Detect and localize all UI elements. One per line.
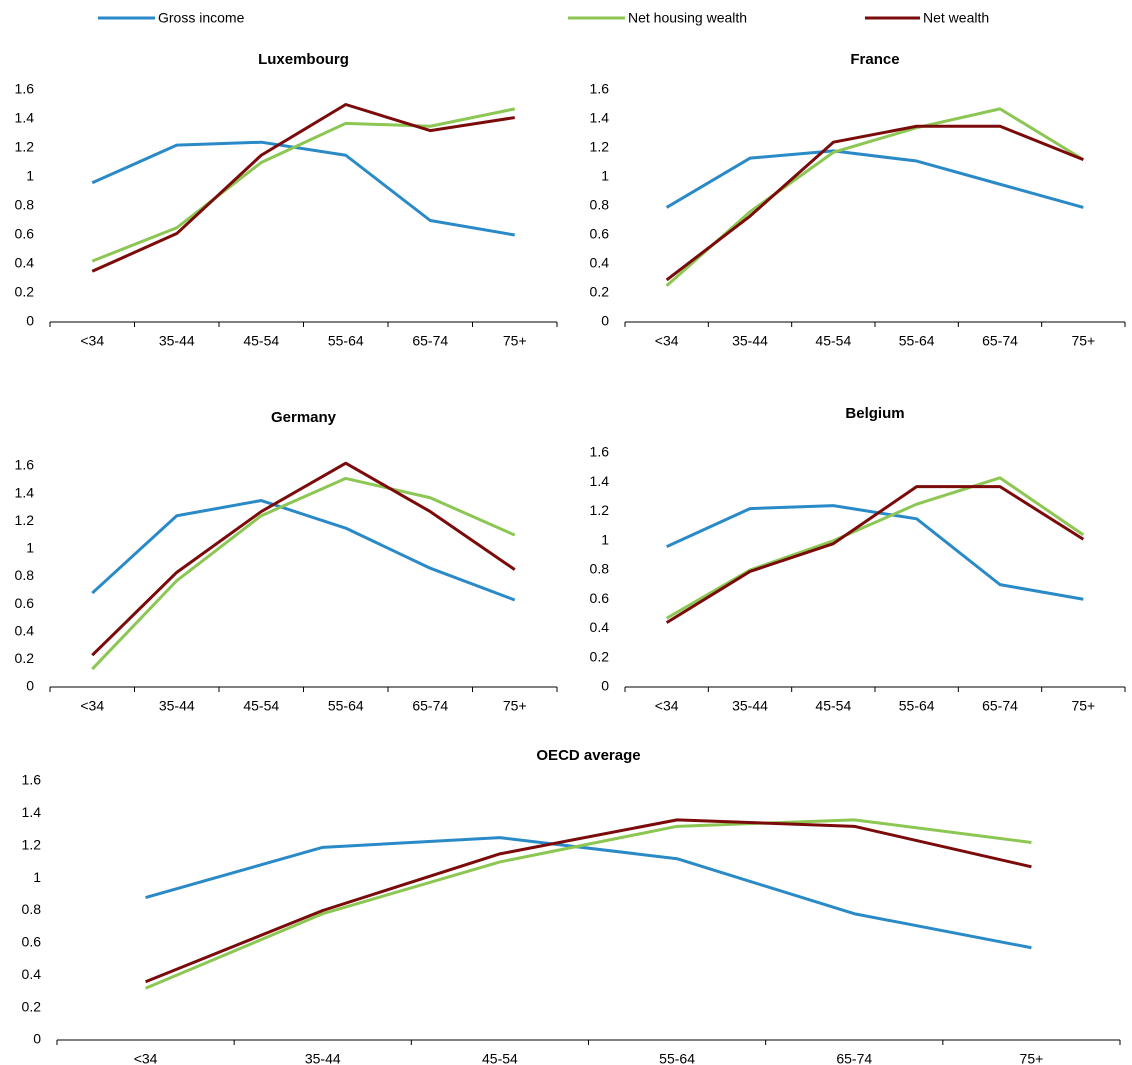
x-tick-label: 55-64 xyxy=(659,1051,695,1065)
y-tick-label: 1.4 xyxy=(15,110,35,126)
y-tick-label: 0.8 xyxy=(590,561,610,577)
chart-title: Germany xyxy=(271,409,337,426)
y-tick-label: 1 xyxy=(601,531,609,547)
x-tick-label: 45-54 xyxy=(243,333,279,349)
y-tick-label: 1 xyxy=(33,869,41,885)
x-tick-label: 35-44 xyxy=(732,333,768,349)
legend-label: Gross income xyxy=(158,10,245,26)
x-tick-label: 55-64 xyxy=(328,333,364,349)
y-tick-label: 0 xyxy=(601,678,609,694)
x-tick-label: 75+ xyxy=(1020,1051,1044,1065)
series-line: Gross income xyxy=(665,149,1084,209)
legend-label: Net wealth xyxy=(923,10,989,26)
y-tick-label: 0.2 xyxy=(22,998,42,1014)
x-tick-label: 35-44 xyxy=(732,698,768,714)
y-tick-label: 0.4 xyxy=(590,619,610,635)
y-tick-label: 0.2 xyxy=(590,648,610,664)
x-tick-label: 55-64 xyxy=(899,698,935,714)
x-tick-label: 45-54 xyxy=(243,698,279,714)
y-tick-label: 1.4 xyxy=(22,804,42,820)
series-line: Gross income xyxy=(145,836,1032,950)
y-tick-label: 0.6 xyxy=(15,226,35,242)
y-tick-label: 1 xyxy=(26,168,34,184)
series-line: Net wealth xyxy=(665,485,1085,624)
series-line: Net housing wealth xyxy=(91,476,516,671)
y-tick-label: 0.4 xyxy=(15,622,35,638)
series-line: Net housing wealth xyxy=(91,107,516,263)
y-tick-label: 0 xyxy=(26,678,34,694)
y-tick-label: 1 xyxy=(601,168,609,184)
series-line: Gross income xyxy=(666,504,1084,601)
series-line: Gross income xyxy=(91,140,516,237)
x-tick-label: 35-44 xyxy=(159,698,195,714)
chart-title: Luxembourg xyxy=(258,51,349,68)
y-tick-label: 1.6 xyxy=(15,457,35,473)
x-tick-label: 35-44 xyxy=(159,333,195,349)
x-tick-label: 65-74 xyxy=(412,333,448,349)
y-tick-label: 1.4 xyxy=(590,110,610,126)
y-tick-label: 0.2 xyxy=(15,650,35,666)
series-line: Net wealth xyxy=(665,124,1084,282)
y-tick-label: 0.8 xyxy=(590,197,610,213)
y-tick-label: 1 xyxy=(26,540,34,556)
y-tick-label: 0.4 xyxy=(590,255,610,271)
series-line: Gross income xyxy=(91,499,516,602)
y-tick-label: 1.6 xyxy=(590,444,610,460)
x-tick-label: 45-54 xyxy=(815,698,851,714)
y-tick-label: 0.8 xyxy=(22,901,42,917)
chart-title: Belgium xyxy=(845,405,904,422)
x-tick-label: <34 xyxy=(80,698,104,714)
x-tick-label: 65-74 xyxy=(836,1051,872,1065)
x-tick-label: 75+ xyxy=(503,698,527,714)
y-tick-label: 1.2 xyxy=(15,139,35,155)
y-tick-label: 0.6 xyxy=(590,590,610,606)
y-tick-label: 0.2 xyxy=(590,284,610,300)
y-tick-label: 1.2 xyxy=(22,836,42,852)
y-tick-label: 0.8 xyxy=(15,197,35,213)
series-line: Net housing wealth xyxy=(145,818,1032,990)
y-tick-label: 0.8 xyxy=(15,567,35,583)
x-tick-label: 75+ xyxy=(1071,333,1095,349)
y-tick-label: 0.2 xyxy=(15,284,35,300)
x-tick-label: <34 xyxy=(134,1051,158,1065)
chart-title: France xyxy=(850,51,899,68)
y-tick-label: 1.6 xyxy=(15,81,35,97)
x-tick-label: 65-74 xyxy=(982,333,1018,349)
series-line: Net wealth xyxy=(145,818,1032,984)
y-tick-label: 0.6 xyxy=(590,226,610,242)
x-tick-label: <34 xyxy=(80,333,104,349)
series-line: Net wealth xyxy=(91,461,516,657)
y-tick-label: 1.4 xyxy=(590,473,610,489)
y-tick-label: 1.6 xyxy=(590,81,610,97)
y-tick-label: 1.2 xyxy=(590,139,610,155)
y-tick-label: 1.2 xyxy=(590,502,610,518)
series-line: Net housing wealth xyxy=(665,107,1085,287)
y-tick-label: 0.6 xyxy=(22,934,42,950)
x-tick-label: 65-74 xyxy=(982,698,1018,714)
x-tick-label: 75+ xyxy=(503,333,527,349)
x-tick-label: <34 xyxy=(655,698,679,714)
chart-title: OECD average xyxy=(536,747,640,764)
y-tick-label: 0 xyxy=(26,313,34,329)
y-tick-label: 1.4 xyxy=(15,484,35,500)
y-tick-label: 0 xyxy=(33,1031,41,1047)
series-line: Net wealth xyxy=(91,103,515,273)
series-line: Net housing wealth xyxy=(665,476,1085,620)
y-tick-label: 1.6 xyxy=(22,772,42,788)
x-tick-label: 65-74 xyxy=(412,698,448,714)
y-tick-label: 0.4 xyxy=(22,966,42,982)
legend-label: Net housing wealth xyxy=(628,10,747,26)
x-tick-label: 75+ xyxy=(1071,698,1095,714)
x-tick-label: 45-54 xyxy=(815,333,851,349)
x-tick-label: <34 xyxy=(655,333,679,349)
y-tick-label: 0.6 xyxy=(15,595,35,611)
x-tick-label: 55-64 xyxy=(899,333,935,349)
x-tick-label: 45-54 xyxy=(482,1051,518,1065)
y-tick-label: 1.2 xyxy=(15,512,35,528)
x-tick-label: 35-44 xyxy=(305,1051,341,1065)
x-tick-label: 55-64 xyxy=(328,698,364,714)
y-tick-label: 0.4 xyxy=(15,255,35,271)
y-tick-label: 0 xyxy=(601,313,609,329)
